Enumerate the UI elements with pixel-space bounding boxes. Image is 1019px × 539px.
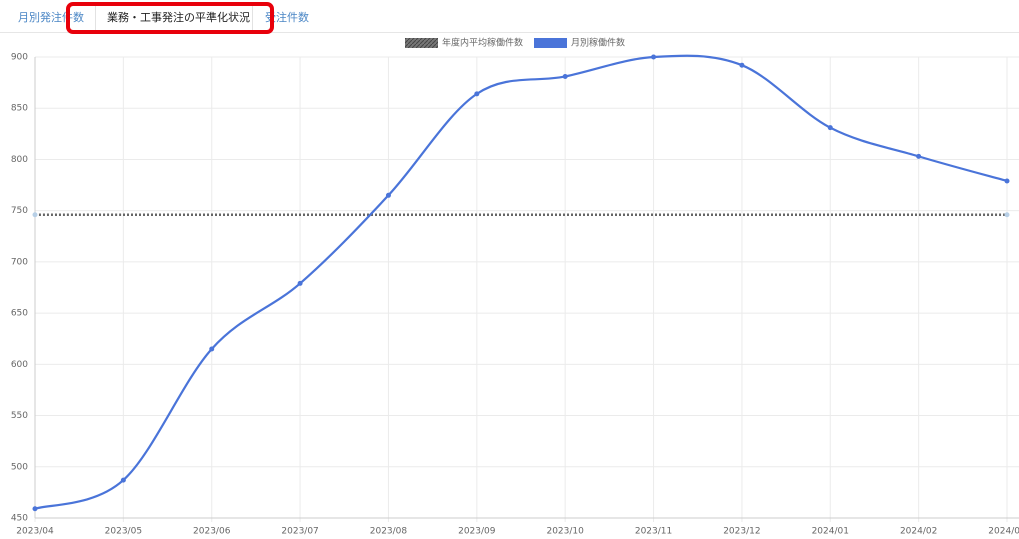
x-tick-label: 2023/10 xyxy=(546,527,584,537)
y-tick-label: 550 xyxy=(11,411,28,421)
series-line xyxy=(34,54,1008,510)
x-tick-label: 2023/11 xyxy=(635,527,672,537)
data-point xyxy=(120,477,126,483)
data-point xyxy=(1004,178,1010,184)
data-point xyxy=(474,91,480,97)
y-tick-label: 800 xyxy=(11,155,28,165)
data-point xyxy=(209,346,215,352)
y-tick-label: 850 xyxy=(11,104,28,114)
data-point xyxy=(916,153,922,159)
legend-label: 年度内平均稼働件数 xyxy=(442,37,523,49)
y-tick-label: 450 xyxy=(11,514,28,524)
legend-swatch xyxy=(534,38,567,48)
y-tick-label: 900 xyxy=(11,53,28,63)
tab-separator xyxy=(252,4,253,32)
data-point xyxy=(827,125,833,131)
data-point xyxy=(385,192,391,198)
data-point xyxy=(1004,212,1010,218)
x-tick-label: 2023/07 xyxy=(281,527,318,537)
x-tick-label: 2023/05 xyxy=(105,527,142,537)
y-tick-label: 500 xyxy=(11,462,28,472)
tab-separator xyxy=(95,4,96,32)
tab[interactable]: 受注件数 xyxy=(265,11,309,24)
data-point xyxy=(739,62,745,68)
legend-swatch xyxy=(405,38,438,48)
x-tick-label: 2024/02 xyxy=(900,527,937,537)
x-tick-label: 2024/01 xyxy=(812,527,849,537)
y-tick-label: 600 xyxy=(11,360,28,370)
data-point xyxy=(562,73,568,79)
x-tick-label: 2023/06 xyxy=(193,527,231,537)
y-tick-label: 750 xyxy=(11,206,28,216)
x-tick-label: 2023/08 xyxy=(370,527,408,537)
tab-active[interactable]: 業務・工事発注の平準化状況 xyxy=(107,11,250,24)
x-tick-label: 2023/04 xyxy=(16,527,54,537)
x-tick-label: 2023/12 xyxy=(723,527,760,537)
highlight-box xyxy=(66,2,274,34)
y-tick-label: 700 xyxy=(11,257,28,267)
data-point xyxy=(32,506,38,512)
legend-label: 月別稼働件数 xyxy=(571,37,625,49)
data-point xyxy=(297,280,303,286)
x-tick-label: 2023/09 xyxy=(458,527,496,537)
y-tick-label: 650 xyxy=(11,309,28,319)
data-point xyxy=(651,54,657,60)
x-tick-label: 2024/03 xyxy=(988,527,1019,537)
data-point xyxy=(32,212,38,218)
